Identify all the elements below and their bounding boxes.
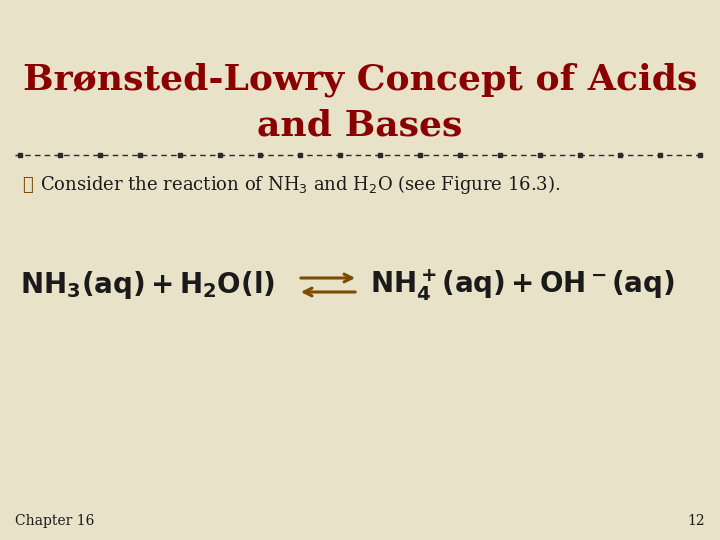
Text: and Bases: and Bases	[257, 108, 463, 142]
Text: Chapter 16: Chapter 16	[15, 514, 94, 528]
Text: $\mathbf{NH_4^+(aq)+OH^-(aq)}$: $\mathbf{NH_4^+(aq)+OH^-(aq)}$	[370, 267, 675, 303]
Text: Consider the reaction of NH$_3$ and H$_2$O (see Figure 16.3).: Consider the reaction of NH$_3$ and H$_2…	[40, 173, 560, 197]
Text: ✱: ✱	[22, 176, 32, 194]
Text: 12: 12	[688, 514, 705, 528]
Text: $\mathbf{NH_3(aq)+H_2O(l)}$: $\mathbf{NH_3(aq)+H_2O(l)}$	[20, 269, 275, 301]
Text: Brønsted-Lowry Concept of Acids: Brønsted-Lowry Concept of Acids	[23, 63, 697, 97]
